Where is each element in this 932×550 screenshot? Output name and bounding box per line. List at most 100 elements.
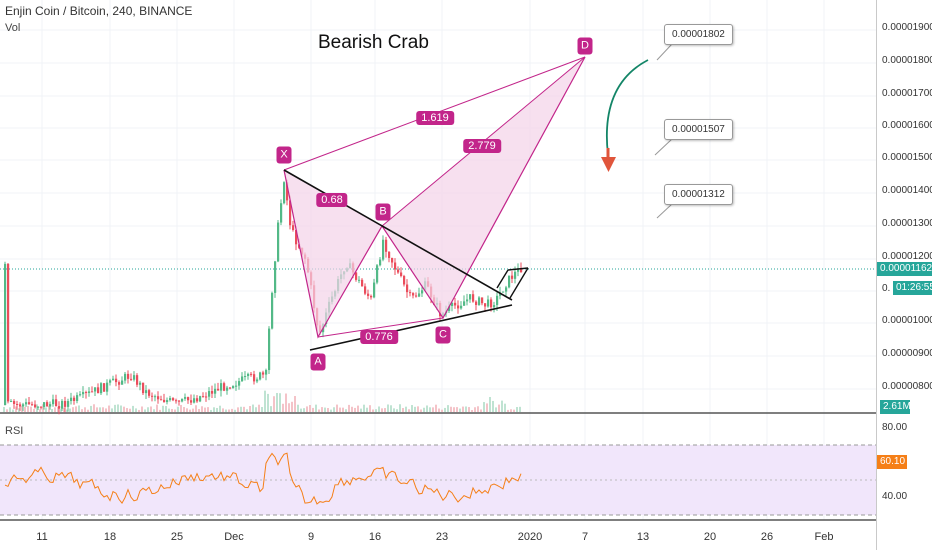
price-tick-partial: 0. [882, 283, 891, 294]
rsi-tick: 80.00 [882, 422, 908, 433]
candle-body [106, 382, 109, 392]
volume-bar [141, 406, 143, 412]
price-tick: 0.00000900 [882, 348, 932, 359]
volume-bar [111, 408, 113, 412]
candle-body [391, 258, 394, 263]
volume-bar [81, 409, 83, 412]
volume-bar [249, 406, 251, 412]
candle-body [484, 303, 487, 307]
candle-body [118, 382, 121, 385]
pattern-title: Bearish Crab [318, 32, 429, 53]
volume-bar [174, 409, 176, 412]
volume-bar [228, 409, 230, 412]
volume-bar [477, 406, 479, 412]
volume-bar [396, 409, 398, 412]
candle-body [169, 398, 172, 401]
volume-bar [171, 408, 173, 412]
volume-bar [387, 404, 389, 412]
volume-bar [150, 406, 152, 412]
volume-bar [186, 408, 188, 412]
candle-body [193, 398, 196, 403]
candle-body [364, 286, 367, 294]
volume-bar [429, 407, 431, 412]
volume-bar [231, 408, 233, 412]
candle-body [229, 387, 232, 389]
candle-body [70, 397, 73, 402]
price-tick: 0.00001900 [882, 22, 932, 33]
time-tick: 23 [435, 531, 449, 543]
candle-body [55, 399, 58, 407]
volume-bar [351, 406, 353, 412]
volume-bar [117, 404, 119, 412]
candle-body [124, 373, 127, 381]
candle-body [82, 392, 85, 395]
candle-body [232, 386, 235, 389]
candle-body [388, 251, 391, 259]
ratio-label-xb: 0.68 [316, 193, 348, 207]
candle-body [496, 295, 499, 306]
triangle-side [496, 269, 509, 289]
volume-bar [240, 406, 242, 412]
volume-bar [366, 407, 368, 412]
price-chart[interactable] [0, 0, 876, 550]
candle-body [487, 299, 490, 307]
candle-body [25, 402, 28, 405]
volume-bar [123, 406, 125, 412]
candle-body [289, 200, 292, 226]
candle-body [109, 380, 112, 383]
volume-bar [165, 406, 167, 412]
volume-marker: 2.61M [880, 400, 911, 414]
candle-body [463, 301, 466, 306]
callout-target-1[interactable]: 0.00001802 [664, 24, 733, 45]
candle-body [13, 401, 16, 404]
volume-bar [270, 406, 272, 412]
rsi-current-marker: 60.10 [877, 455, 907, 469]
volume-bar [291, 401, 293, 412]
candle-body [7, 263, 10, 402]
candle-body [73, 397, 76, 402]
volume-bar [216, 407, 218, 412]
candle-body [406, 284, 409, 293]
time-tick: Dec [224, 531, 244, 543]
volume-bar [399, 404, 401, 412]
candle-body [88, 391, 91, 393]
candle-body [355, 272, 358, 280]
volume-bar [147, 407, 149, 412]
volume-bar [510, 409, 512, 412]
volume-bar [225, 409, 227, 412]
pattern-fill-bcd [382, 57, 585, 318]
candle-body [85, 392, 88, 394]
point-d: D [577, 37, 593, 55]
candle-body [514, 271, 517, 279]
volume-bar [129, 408, 131, 412]
candle-body [97, 387, 100, 394]
candle-body [520, 268, 523, 273]
volume-bar [66, 409, 68, 412]
volume-bar [12, 409, 14, 412]
candle-body [295, 229, 298, 245]
pattern-fill-xab [284, 170, 382, 337]
candle-body [460, 305, 463, 309]
candle-body [220, 383, 223, 391]
candle-body [67, 401, 70, 407]
callout-target-2[interactable]: 0.00001507 [664, 119, 733, 140]
trendline-lower [309, 304, 513, 351]
price-tick: 0.00000800 [882, 381, 932, 392]
candle-body [61, 400, 64, 409]
volume-bar [348, 404, 350, 412]
candle-body [382, 239, 385, 260]
volume-bar [315, 404, 317, 412]
candle-body [202, 396, 205, 398]
volume-bar [444, 407, 446, 412]
volume-bar [237, 407, 239, 412]
candle-body [478, 297, 481, 305]
volume-bar [180, 404, 182, 412]
volume-bar [201, 406, 203, 412]
callout-target-3[interactable]: 0.00001312 [664, 184, 733, 205]
volume-bar [447, 405, 449, 412]
volume-bar [3, 407, 5, 412]
point-a: A [310, 353, 326, 371]
candle-body [370, 295, 373, 298]
volume-bar [318, 409, 320, 412]
candle-body [187, 397, 190, 401]
